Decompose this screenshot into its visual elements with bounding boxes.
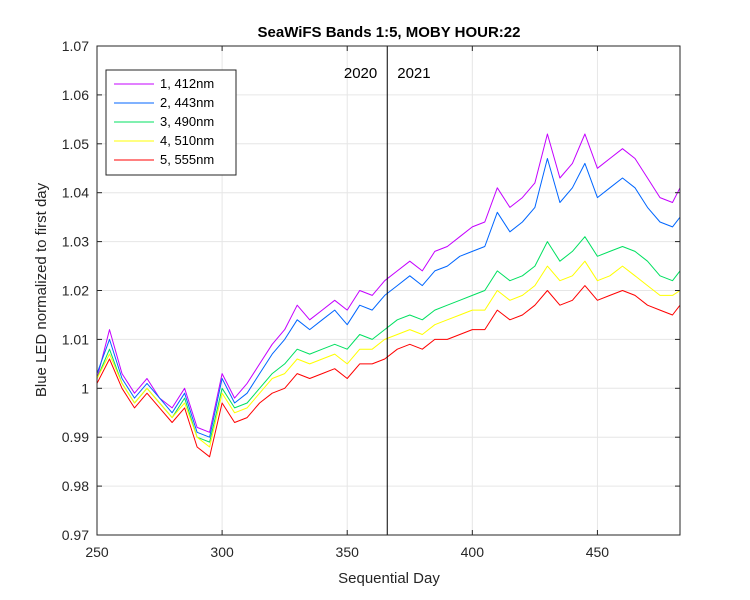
x-tick-label: 350: [336, 544, 360, 560]
y-tick-label: 1.05: [62, 136, 89, 152]
y-tick-label: 0.97: [62, 527, 89, 543]
y-tick-label: 1: [81, 380, 89, 396]
legend-label: 3, 490nm: [160, 114, 214, 129]
y-tick-label: 1.06: [62, 87, 89, 103]
x-tick-label: 450: [586, 544, 610, 560]
legend-label: 4, 510nm: [160, 133, 214, 148]
y-tick-label: 1.04: [62, 185, 89, 201]
y-tick-label: 0.99: [62, 429, 89, 445]
annotation-year-2021: 2021: [397, 65, 430, 82]
x-tick-label: 300: [210, 544, 234, 560]
y-tick-label: 1.03: [62, 234, 89, 250]
legend: 1, 412nm 2, 443nm 3, 490nm 4, 510nm 5, 555nm: [105, 69, 237, 176]
y-tick-label: 1.01: [62, 331, 89, 347]
series-line-5: [96, 285, 681, 458]
x-tick-label: 250: [85, 544, 109, 560]
legend-label: 5, 555nm: [160, 152, 214, 167]
y-axis-label: Blue LED normalized to first day: [33, 182, 50, 397]
series-line-1: [96, 133, 681, 433]
y-tick-label: 0.98: [62, 478, 89, 494]
legend-label: 1, 412nm: [160, 76, 214, 91]
series-lines: [96, 133, 681, 458]
series-line-2: [96, 158, 681, 438]
annotation-year-2020: 2020: [344, 65, 377, 82]
y-tick-label: 1.02: [62, 283, 89, 299]
x-axis-label: Sequential Day: [338, 570, 440, 587]
series-line-4: [96, 260, 681, 448]
x-tick-label: 400: [461, 544, 485, 560]
chart-title: SeaWiFS Bands 1:5, MOBY HOUR:22: [258, 24, 521, 41]
axis-ticks: 250 300 350 400 450 0.97 0.98 0.99 1 1.01 1.02 1.03…: [62, 38, 680, 560]
y-tick-label: 1.07: [62, 38, 89, 54]
legend-label: 2, 443nm: [160, 95, 214, 110]
